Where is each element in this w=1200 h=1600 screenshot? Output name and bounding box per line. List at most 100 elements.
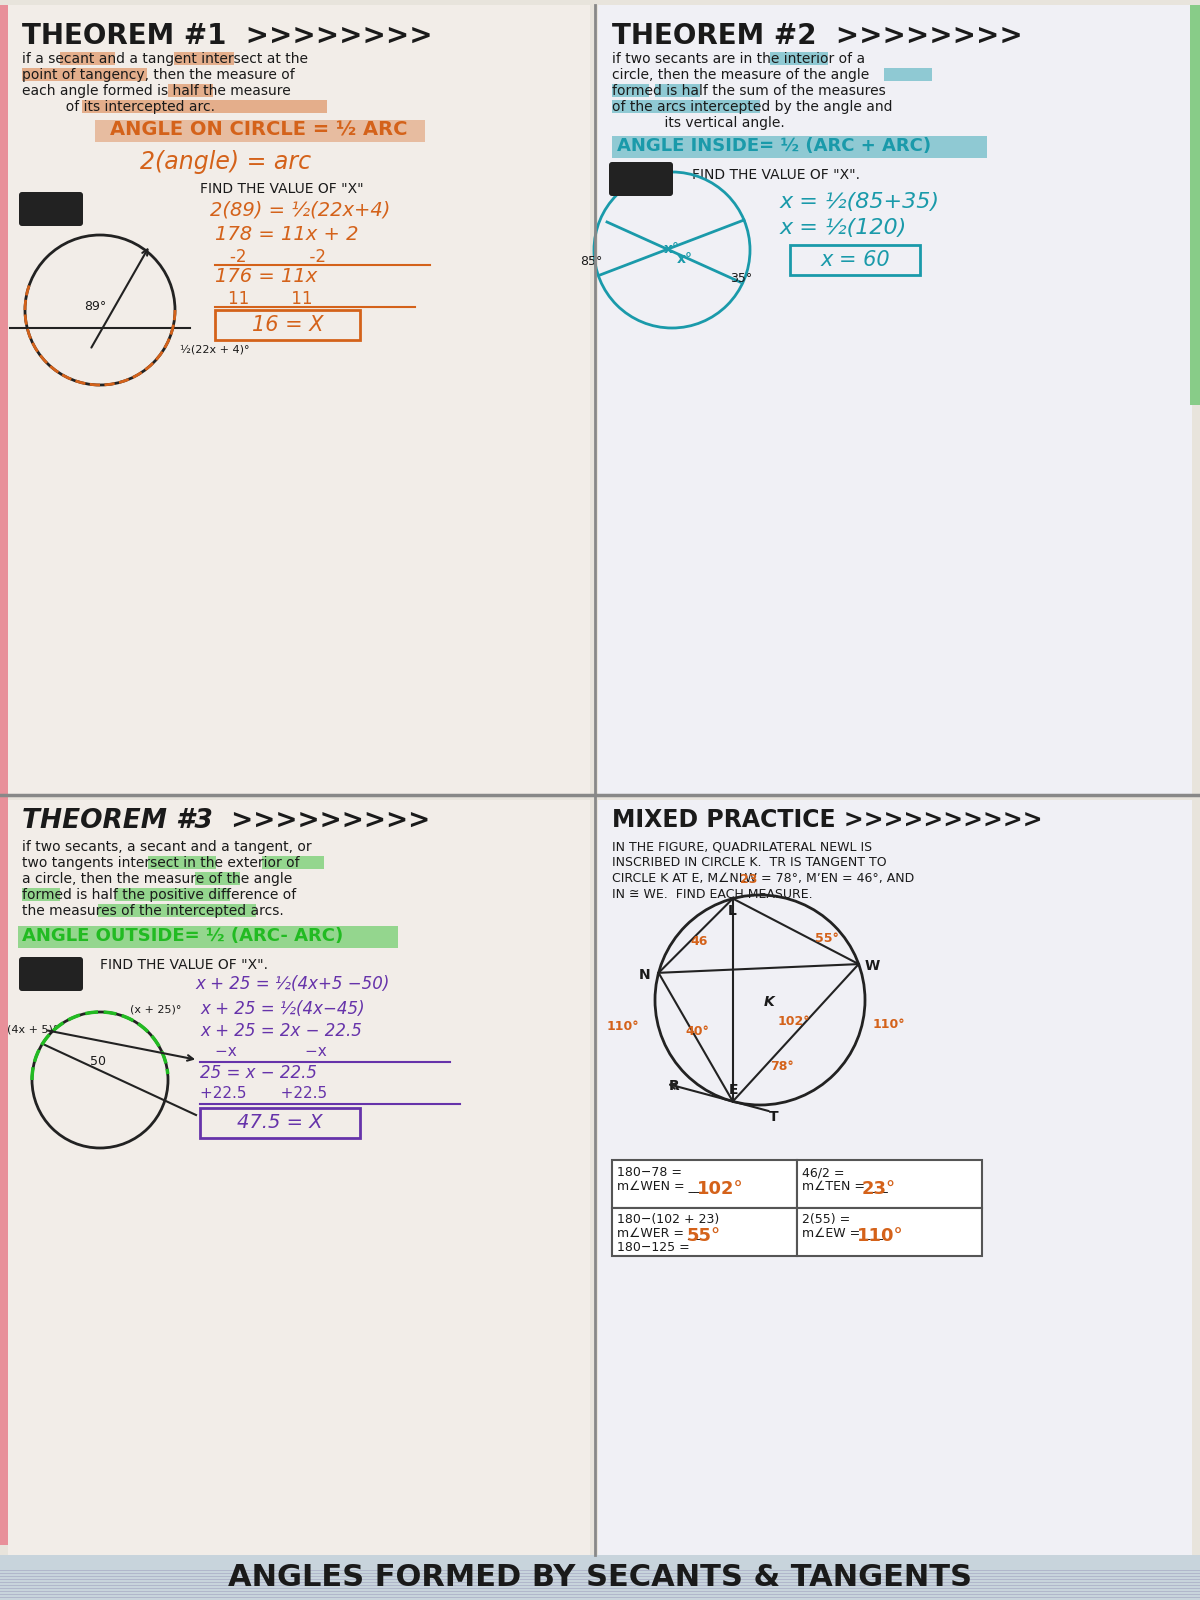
FancyBboxPatch shape: [610, 162, 673, 195]
Bar: [655, 83, 700, 98]
Text: 180−78 =: 180−78 =: [617, 1166, 682, 1179]
Text: ANGLE OUTSIDE= ½ (ARC- ARC): ANGLE OUTSIDE= ½ (ARC- ARC): [22, 926, 343, 946]
Bar: [8, 800, 590, 1555]
Text: m∠WER = ___: m∠WER = ___: [617, 1227, 707, 1240]
Text: if two secants, a secant and a tangent, or: if two secants, a secant and a tangent, …: [22, 840, 312, 854]
Text: 78°: 78°: [770, 1059, 793, 1074]
Text: 50: 50: [90, 1054, 106, 1069]
Bar: [168, 83, 214, 98]
Bar: [770, 51, 828, 66]
Bar: [148, 856, 216, 869]
Text: 46/2 =: 46/2 =: [802, 1166, 845, 1179]
Bar: [22, 888, 60, 901]
Text: x°: x°: [677, 251, 694, 266]
Bar: [115, 888, 230, 901]
Text: m∠WEN = ___: m∠WEN = ___: [617, 1181, 707, 1194]
Text: 23: 23: [740, 874, 757, 886]
Text: m∠EW = ___: m∠EW = ___: [802, 1227, 883, 1240]
Bar: [18, 926, 398, 947]
Text: T: T: [769, 1110, 779, 1123]
Text: x + 25 = ½(4x−45): x + 25 = ½(4x−45): [200, 1000, 365, 1018]
Text: MIXED PRACTICE >>>>>>>>>>: MIXED PRACTICE >>>>>>>>>>: [612, 808, 1043, 832]
Text: 46: 46: [690, 934, 707, 947]
Text: CIRCLE K AT E, M∠NLW = 78°, MʼEN = 46°, AND: CIRCLE K AT E, M∠NLW = 78°, MʼEN = 46°, …: [612, 872, 914, 885]
Bar: [82, 99, 326, 114]
Bar: [612, 1160, 797, 1208]
Text: IN ≅ WE.  FIND EACH MEASURE.: IN ≅ WE. FIND EACH MEASURE.: [612, 888, 812, 901]
Bar: [797, 1208, 982, 1256]
Text: two tangents intersect in the exterior of: two tangents intersect in the exterior o…: [22, 856, 300, 870]
Text: +22.5       +22.5: +22.5 +22.5: [200, 1086, 328, 1101]
Bar: [22, 67, 148, 82]
Text: 11        11: 11 11: [228, 290, 312, 307]
FancyBboxPatch shape: [19, 192, 83, 226]
Bar: [598, 800, 1192, 1555]
Bar: [612, 136, 986, 158]
Text: 55°: 55°: [686, 1227, 721, 1245]
Bar: [98, 904, 256, 917]
Bar: [215, 310, 360, 341]
Bar: [1190, 5, 1200, 405]
Text: point of tangency, then the measure of: point of tangency, then the measure of: [22, 67, 295, 82]
Text: 40°: 40°: [685, 1026, 709, 1038]
Text: 178 = 11x + 2: 178 = 11x + 2: [215, 226, 359, 243]
Text: (4x + 5)°: (4x + 5)°: [7, 1026, 59, 1035]
Text: 180−125 =: 180−125 =: [617, 1242, 690, 1254]
Text: FIND THE VALUE OF "X": FIND THE VALUE OF "X": [200, 182, 364, 195]
Text: ex 2: ex 2: [623, 170, 659, 187]
Bar: [200, 1107, 360, 1138]
Text: L: L: [728, 904, 737, 917]
Text: (x + 25)°: (x + 25)°: [130, 1005, 181, 1014]
Text: 2(89) = ½(22x+4): 2(89) = ½(22x+4): [210, 200, 390, 219]
Bar: [8, 5, 590, 795]
Text: of the arcs intercepted by the angle and: of the arcs intercepted by the angle and: [612, 99, 893, 114]
Text: ANGLE INSIDE= ½ (ARC + ARC): ANGLE INSIDE= ½ (ARC + ARC): [617, 138, 931, 155]
Text: 110°: 110°: [607, 1021, 640, 1034]
Text: 55°: 55°: [815, 931, 839, 946]
Text: −x              −x: −x −x: [215, 1043, 326, 1059]
FancyBboxPatch shape: [19, 957, 83, 990]
Text: m∠TEN = ___: m∠TEN = ___: [802, 1181, 888, 1194]
Text: the measures of the intercepted arcs.: the measures of the intercepted arcs.: [22, 904, 283, 918]
Text: 85°: 85°: [580, 254, 602, 267]
Text: 23°: 23°: [862, 1181, 896, 1198]
Bar: [194, 872, 240, 885]
Text: N: N: [638, 968, 650, 982]
Text: W: W: [865, 958, 880, 973]
Text: if two secants are in the interior of a: if two secants are in the interior of a: [612, 51, 865, 66]
Text: 35°: 35°: [730, 272, 752, 285]
Text: x = 60: x = 60: [820, 250, 890, 270]
Text: ANGLES FORMED BY SECANTS & TANGENTS: ANGLES FORMED BY SECANTS & TANGENTS: [228, 1563, 972, 1592]
Text: K: K: [764, 995, 775, 1010]
Bar: [0, 5, 8, 1546]
Text: THEOREM #2  >>>>>>>>: THEOREM #2 >>>>>>>>: [612, 22, 1022, 50]
Bar: [174, 51, 234, 66]
Text: ex 1: ex 1: [34, 200, 70, 218]
Text: its vertical angle.: its vertical angle.: [612, 117, 785, 130]
Text: -2            -2: -2 -2: [230, 248, 326, 266]
Text: 2(55) =: 2(55) =: [802, 1213, 851, 1226]
Bar: [60, 51, 115, 66]
Text: a circle, then the measure of the angle: a circle, then the measure of the angle: [22, 872, 293, 886]
Text: if a secant and a tangent intersect at the: if a secant and a tangent intersect at t…: [22, 51, 308, 66]
Text: THEOREM #3  >>>>>>>>>: THEOREM #3 >>>>>>>>>: [22, 808, 431, 834]
Text: x + 25 = 2x − 22.5: x + 25 = 2x − 22.5: [200, 1022, 362, 1040]
Text: 2(angle) = arc: 2(angle) = arc: [140, 150, 311, 174]
Text: 110°: 110°: [857, 1227, 904, 1245]
Bar: [95, 120, 425, 142]
Text: 25 = x − 22.5: 25 = x − 22.5: [200, 1064, 317, 1082]
Text: x°: x°: [664, 242, 680, 256]
Text: x = ½(85+35): x = ½(85+35): [780, 192, 940, 211]
Text: R: R: [670, 1080, 680, 1093]
Bar: [598, 5, 1192, 795]
Text: formed is half the positive difference of: formed is half the positive difference o…: [22, 888, 296, 902]
Text: of its intercepted arc.: of its intercepted arc.: [22, 99, 215, 114]
Text: ½(22x + 4)°: ½(22x + 4)°: [180, 346, 250, 355]
Bar: [790, 245, 920, 275]
Text: 102°: 102°: [778, 1014, 811, 1029]
Text: 110°: 110°: [874, 1018, 906, 1030]
Bar: [612, 99, 760, 114]
Text: FIND THE VALUE OF "X".: FIND THE VALUE OF "X".: [100, 958, 268, 971]
Bar: [0, 1555, 1200, 1600]
Text: 89°: 89°: [84, 301, 106, 314]
